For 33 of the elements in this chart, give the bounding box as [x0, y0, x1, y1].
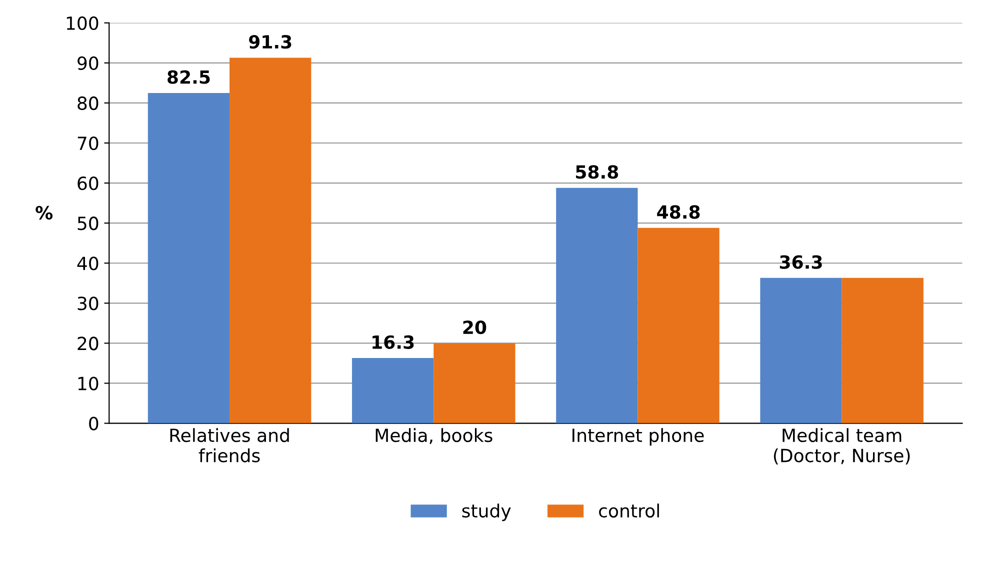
bar [230, 58, 312, 424]
legend-label: study [462, 504, 511, 522]
y-tick-label: 80 [78, 96, 98, 110]
data-label: 20 [463, 320, 486, 334]
data-label: 58.8 [576, 165, 618, 179]
x-tick-label: Medical team (Doctor, Nurse) [774, 428, 910, 464]
y-tick-label: 40 [77, 256, 98, 270]
y-tick-label: 70 [78, 136, 98, 150]
bar [148, 92, 230, 424]
x-tick-label: Media, books [376, 428, 492, 444]
bar [352, 358, 434, 424]
y-tick-label: 60 [78, 176, 98, 190]
data-label: 48.8 [657, 205, 700, 219]
data-label: 82.5 [168, 70, 210, 84]
y-axis-title: % [36, 206, 53, 220]
legend-label: control [599, 504, 659, 518]
bar [434, 343, 516, 424]
bar [638, 228, 720, 424]
y-tick-label: 0 [89, 416, 98, 430]
y-tick-label: 20 [78, 336, 98, 350]
y-tick-label: 90 [78, 56, 98, 70]
data-label: 36.3 [780, 255, 822, 269]
data-label: 91.3 [249, 35, 292, 49]
data-label: 16.3 [372, 335, 414, 349]
y-tick-label: 50 [78, 216, 98, 230]
bar [842, 278, 924, 424]
y-tick-label: 30 [78, 296, 98, 310]
y-tick-label: 10 [78, 376, 98, 390]
x-tick-label: Relatives and friends [170, 428, 289, 462]
x-tick-label: Internet phone [572, 428, 704, 446]
bar [556, 188, 638, 424]
bar [760, 278, 842, 424]
y-tick-label: 100 [66, 16, 98, 30]
